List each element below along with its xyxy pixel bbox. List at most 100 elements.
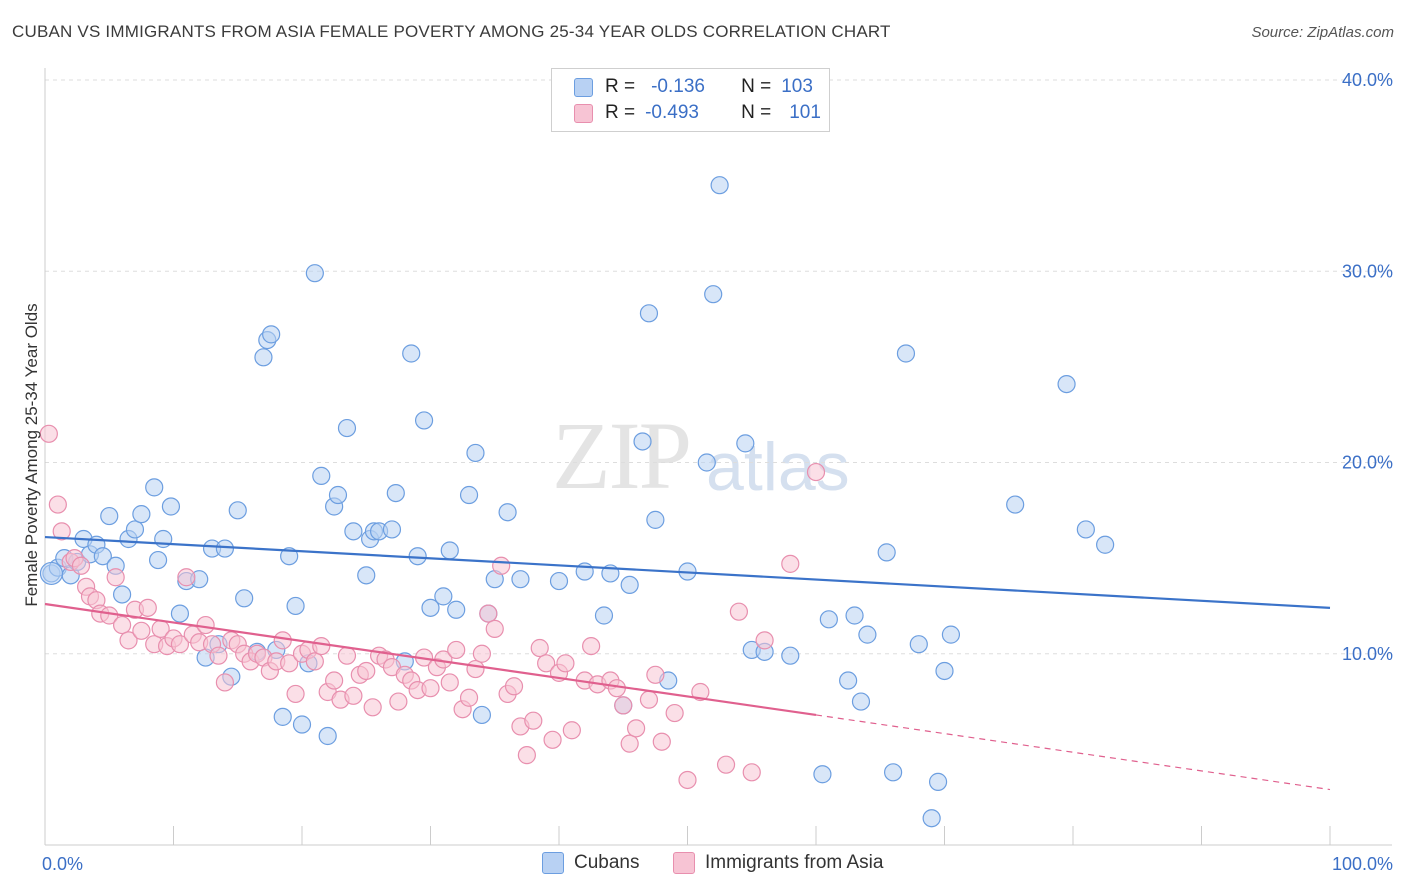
legend-r-label: R = (605, 102, 636, 123)
data-point (421, 679, 440, 698)
y-tick-label: 10.0% (1342, 644, 1393, 664)
legend-item-cubans[interactable]: Cubans (542, 852, 640, 874)
watermark-zip: ZIP (552, 402, 692, 509)
legend-r-value-asia: -0.493 (645, 102, 699, 123)
data-point (697, 453, 716, 472)
trend-line-asia (44, 602, 817, 717)
data-point (620, 575, 639, 595)
data-point (447, 600, 466, 619)
data-point (273, 631, 292, 650)
data-point (877, 543, 896, 562)
data-point (119, 631, 138, 650)
data-point (479, 604, 498, 623)
data-point (517, 746, 536, 765)
data-point (582, 636, 601, 656)
series-cubans (39, 176, 1115, 828)
chart-title: CUBAN VS IMMIGRANTS FROM ASIA FEMALE POV… (12, 22, 891, 41)
data-point (511, 570, 530, 589)
data-point (414, 411, 434, 430)
data-point (858, 625, 877, 644)
data-point (280, 547, 299, 566)
legend-r-value-cubans: -0.136 (651, 76, 705, 97)
data-point (492, 556, 511, 575)
legend-n-label: N = (741, 102, 772, 123)
data-point (337, 646, 357, 665)
legend-item-asia[interactable]: Immigrants from Asia (673, 852, 883, 874)
data-point (196, 615, 215, 635)
data-point (665, 703, 684, 723)
data-point (447, 640, 466, 660)
y-tick-label: 30.0% (1342, 261, 1393, 281)
trend-lines (44, 535, 1331, 791)
data-point (100, 506, 119, 526)
data-point (39, 424, 58, 443)
data-point (273, 707, 292, 726)
legend-swatch-asia (574, 103, 593, 123)
watermark-atlas: atlas (706, 429, 850, 505)
data-point (729, 602, 749, 621)
data-point (633, 432, 652, 451)
data-point (215, 539, 234, 558)
x-tick-label: 0.0% (42, 854, 83, 874)
legend-swatch-cubans (574, 77, 593, 97)
data-point (228, 501, 247, 520)
data-point (626, 719, 646, 738)
data-point (312, 466, 331, 485)
data-point (125, 520, 145, 539)
legend-n-value-asia: 101 (789, 102, 821, 123)
data-point (678, 770, 697, 790)
data-point (813, 765, 832, 784)
data-point (639, 690, 659, 709)
data-point (145, 478, 164, 497)
data-point (922, 809, 941, 828)
data-point (48, 495, 67, 514)
data-point (112, 585, 132, 604)
data-point (537, 654, 556, 673)
data-point (434, 587, 453, 606)
data-point (1096, 535, 1115, 554)
trend-line-asia-extrapolated (815, 714, 1331, 791)
data-point (704, 285, 723, 304)
data-point (646, 665, 665, 684)
data-point (209, 646, 228, 665)
data-point (485, 619, 504, 638)
data-point (781, 646, 800, 665)
data-point (755, 631, 774, 650)
data-point (941, 625, 961, 644)
data-point (928, 772, 948, 791)
data-point (305, 652, 324, 671)
data-point (742, 763, 761, 782)
y-tick-label: 40.0% (1342, 70, 1393, 90)
data-point (344, 522, 363, 541)
data-point (215, 673, 234, 692)
data-point (292, 715, 312, 734)
data-point (328, 485, 348, 505)
series-immigrants-from-asia (39, 424, 826, 790)
data-point (389, 692, 408, 711)
x-tick-label: 100.0% (1332, 854, 1393, 874)
data-point (286, 596, 305, 616)
y-tick-label: 20.0% (1342, 453, 1393, 473)
data-point (710, 176, 729, 195)
data-point (148, 550, 168, 570)
data-point (357, 566, 376, 585)
data-point (262, 325, 281, 344)
legend-n-value-cubans: 103 (781, 76, 813, 97)
data-point (543, 730, 562, 749)
data-point (851, 692, 871, 711)
y-axis-title: Female Poverty Among 25-34 Year Olds (22, 303, 41, 606)
data-point (93, 547, 112, 566)
data-point (472, 705, 491, 725)
data-point (459, 485, 479, 505)
correlation-legend: R = -0.136 N = 103 R = -0.493 N = 101 (551, 68, 830, 132)
series-legend: Cubans Immigrants from Asia (0, 852, 1406, 878)
data-point (620, 734, 639, 753)
data-point (935, 661, 954, 681)
source-label: Source: ZipAtlas.com (1251, 24, 1394, 41)
data-point (386, 484, 405, 503)
data-point (337, 418, 357, 438)
legend-row-cubans: R = -0.136 N = 103 (574, 74, 813, 100)
data-point (170, 604, 190, 623)
legend-swatch-asia (673, 852, 695, 874)
data-point (1006, 495, 1025, 514)
